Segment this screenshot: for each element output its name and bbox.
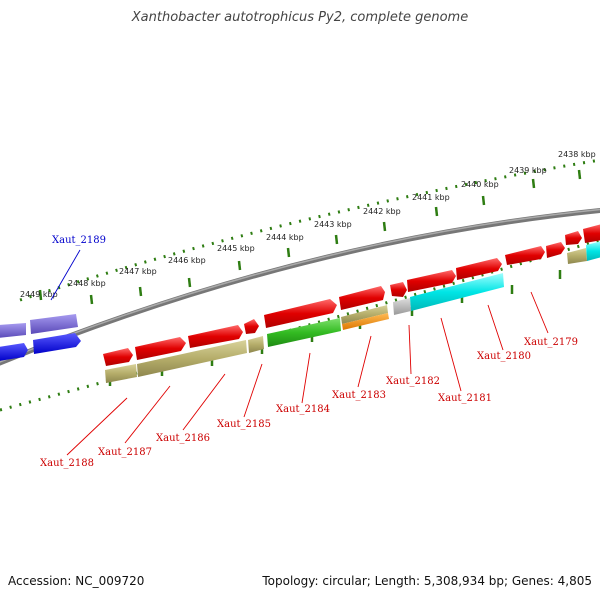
gene-leader-lines bbox=[66, 291, 549, 456]
gene-label-xaut-2182[interactable]: Xaut_2182 bbox=[386, 376, 440, 387]
scale-label-2446: 2446 kbp bbox=[168, 256, 206, 265]
category-cyan-2181[interactable] bbox=[410, 273, 504, 311]
category-green-2184[interactable] bbox=[267, 318, 341, 347]
scale-label-2439: 2439 kbp bbox=[509, 166, 547, 175]
red-gene-track bbox=[103, 224, 600, 366]
gene-feature-blue-left[interactable] bbox=[0, 343, 28, 361]
genome-backbone-highlight bbox=[0, 208, 600, 363]
gene-feature-blue[interactable] bbox=[33, 333, 81, 354]
gene-feature-red-a[interactable] bbox=[546, 242, 565, 258]
category-cyan-right[interactable] bbox=[586, 241, 600, 261]
genome-backbone bbox=[0, 208, 600, 366]
category-olive-2185[interactable] bbox=[248, 336, 264, 353]
accession-info: Accession: NC_009720 bbox=[8, 574, 145, 588]
gene-feature-red-2182[interactable] bbox=[390, 282, 407, 297]
gene-feature-purple-left[interactable] bbox=[0, 323, 26, 338]
gene-label-xaut-2189[interactable]: Xaut_2189 bbox=[52, 235, 106, 246]
scale-label-2447: 2447 kbp bbox=[119, 267, 157, 276]
category-olive-2187[interactable] bbox=[137, 340, 247, 377]
category-olive-2183[interactable] bbox=[341, 305, 388, 324]
gene-label-xaut-2185[interactable]: Xaut_2185 bbox=[217, 419, 271, 430]
gene-label-xaut-2187[interactable]: Xaut_2187 bbox=[98, 447, 152, 458]
gene-feature-red-2187[interactable] bbox=[135, 337, 186, 360]
scale-label-2444: 2444 kbp bbox=[266, 233, 304, 242]
gene-feature-red-c[interactable] bbox=[583, 224, 600, 243]
gene-label-xaut-2179[interactable]: Xaut_2179 bbox=[524, 337, 578, 348]
outer-scale-line bbox=[19, 158, 600, 302]
gene-feature-red-2179[interactable] bbox=[505, 246, 545, 265]
gene-label-xaut-2184[interactable]: Xaut_2184 bbox=[276, 404, 330, 415]
gene-label-xaut-2186[interactable]: Xaut_2186 bbox=[156, 433, 210, 444]
genome-stats: Topology: circular; Length: 5,308,934 bp… bbox=[262, 574, 592, 588]
category-track bbox=[105, 241, 600, 383]
gene-feature-purple[interactable] bbox=[30, 314, 78, 334]
gene-feature-red-2188[interactable] bbox=[103, 348, 133, 366]
gene-feature-red-2186[interactable] bbox=[188, 325, 243, 348]
scale-labels: 2438 kbp 2439 kbp 2440 kbp 2441 kbp 2442… bbox=[20, 150, 596, 299]
gene-label-xaut-2188[interactable]: Xaut_2188 bbox=[40, 458, 94, 469]
scale-label-2438: 2438 kbp bbox=[558, 150, 596, 159]
gene-feature-red-b[interactable] bbox=[565, 231, 582, 245]
category-gray-2182[interactable] bbox=[393, 298, 411, 315]
scale-label-2442: 2442 kbp bbox=[363, 207, 401, 216]
gene-feature-red-2183[interactable] bbox=[339, 286, 385, 310]
category-orange-2183[interactable] bbox=[342, 313, 389, 330]
gene-feature-red-2181[interactable] bbox=[407, 270, 456, 292]
scale-label-2448: 2448 kbp bbox=[68, 279, 106, 288]
gene-feature-red-2180[interactable] bbox=[456, 258, 502, 280]
scale-label-2440: 2440 kbp bbox=[461, 180, 499, 189]
category-olive-right[interactable] bbox=[567, 248, 587, 264]
scale-label-2449: 2449 kbp bbox=[20, 290, 58, 299]
gene-feature-red-2184[interactable] bbox=[264, 299, 337, 328]
gene-labels: Xaut_2189 Xaut_2188 Xaut_2187 Xaut_2186 … bbox=[40, 235, 578, 469]
leader-line-2189 bbox=[50, 249, 81, 301]
scale-label-2441: 2441 kbp bbox=[412, 193, 450, 202]
gene-label-xaut-2183[interactable]: Xaut_2183 bbox=[332, 390, 386, 401]
outer-scale-major-ticks bbox=[38, 169, 582, 305]
gene-label-xaut-2180[interactable]: Xaut_2180 bbox=[477, 351, 531, 362]
gene-label-xaut-2181[interactable]: Xaut_2181 bbox=[438, 393, 492, 404]
map-title: Xanthobacter autotrophicus Py2, complete… bbox=[131, 10, 469, 25]
category-olive-2188[interactable] bbox=[105, 364, 137, 383]
scale-label-2443: 2443 kbp bbox=[314, 220, 352, 229]
scale-label-2445: 2445 kbp bbox=[217, 244, 255, 253]
gene-feature-red-2185[interactable] bbox=[244, 319, 259, 334]
